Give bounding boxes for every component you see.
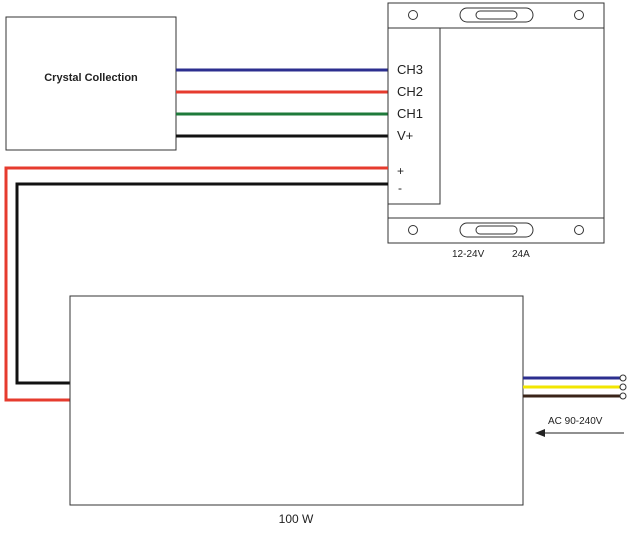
ac-terminal-icon	[619, 392, 627, 400]
terminal-block	[387, 27, 441, 205]
mount-slot-inner-icon	[475, 225, 518, 235]
terminal-label-negative: -	[398, 181, 402, 195]
fixture-box	[5, 16, 177, 151]
controller-current-rating: 24A	[512, 249, 530, 260]
terminal-label-vplus: V+	[397, 128, 413, 143]
terminal-label-ch2: CH2	[397, 84, 423, 99]
mount-hole-icon	[574, 10, 584, 20]
terminal-label-ch3: CH3	[397, 62, 423, 77]
ac-input-label: AC 90-240V	[548, 416, 603, 427]
controller-voltage-rating: 12-24V	[452, 249, 485, 260]
power-supply-wattage: 100 W	[279, 512, 314, 526]
fixture-label: Crystal Collection	[44, 72, 138, 84]
ac-terminal-icon	[619, 374, 627, 382]
mount-hole-icon	[574, 225, 584, 235]
terminal-label-ch1: CH1	[397, 106, 423, 121]
negative-wire	[15, 182, 388, 385]
terminal-label-positive: +	[397, 164, 404, 178]
mount-slot-inner-icon	[475, 10, 518, 20]
power-supply-box	[69, 295, 524, 506]
mount-hole-icon	[408, 225, 418, 235]
positive-wire	[4, 166, 388, 402]
arrow-left-icon	[535, 429, 545, 437]
ac-terminal-icon	[619, 383, 627, 391]
mount-hole-icon	[408, 10, 418, 20]
